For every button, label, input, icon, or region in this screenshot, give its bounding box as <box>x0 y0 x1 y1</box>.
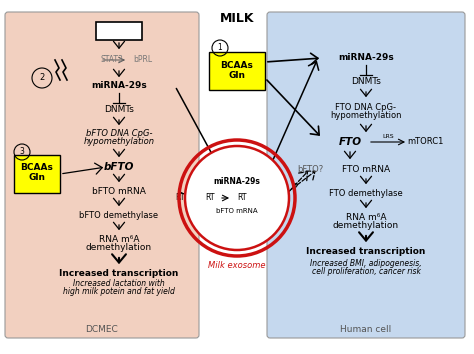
Text: Increased transcription: Increased transcription <box>306 247 426 257</box>
Text: RT: RT <box>237 194 247 202</box>
Text: RT: RT <box>267 194 277 202</box>
Text: DCMEC: DCMEC <box>86 325 118 335</box>
Text: FTO: FTO <box>338 137 362 147</box>
Text: demethylation: demethylation <box>86 244 152 252</box>
Text: miRNA-29s: miRNA-29s <box>338 53 394 63</box>
Text: ?: ? <box>292 183 298 193</box>
Text: FTO mRNA: FTO mRNA <box>342 165 390 173</box>
Text: DNMTs: DNMTs <box>351 78 381 86</box>
FancyBboxPatch shape <box>5 12 199 338</box>
Text: mTORC1: mTORC1 <box>407 137 443 147</box>
Text: 2: 2 <box>39 74 45 82</box>
Text: bPRL: bPRL <box>134 56 153 64</box>
Text: FTO demethylase: FTO demethylase <box>329 188 403 198</box>
Text: Human cell: Human cell <box>340 325 392 335</box>
Text: BCAAs: BCAAs <box>20 164 54 172</box>
Text: DNMTs: DNMTs <box>104 105 134 114</box>
Text: Gln: Gln <box>228 70 246 80</box>
Text: Milk exosome: Milk exosome <box>208 261 266 269</box>
Text: demethylation: demethylation <box>333 222 399 230</box>
Text: cell proliferation, cancer risk: cell proliferation, cancer risk <box>311 268 420 276</box>
Text: bFTO mRNA: bFTO mRNA <box>92 187 146 195</box>
Text: bFTO: bFTO <box>104 162 134 172</box>
FancyBboxPatch shape <box>14 155 60 193</box>
Text: RNA m⁶A: RNA m⁶A <box>346 212 386 222</box>
Text: bFTO demethylase: bFTO demethylase <box>80 211 159 219</box>
Text: BCAAs: BCAAs <box>220 61 254 69</box>
Text: miRNA-29s: miRNA-29s <box>91 81 147 91</box>
Text: LRS: LRS <box>382 135 394 139</box>
Text: STAT3: STAT3 <box>100 56 123 64</box>
Text: Increased BMI, adipogenesis,: Increased BMI, adipogenesis, <box>310 258 422 268</box>
Text: Increased lactation with: Increased lactation with <box>73 280 165 289</box>
Text: hypomethylation: hypomethylation <box>83 137 155 147</box>
FancyBboxPatch shape <box>209 52 265 90</box>
Text: miRNA-29s: miRNA-29s <box>214 177 260 187</box>
Text: Gln: Gln <box>28 173 46 183</box>
Text: 1: 1 <box>218 44 222 52</box>
FancyBboxPatch shape <box>267 12 465 338</box>
Text: MILK: MILK <box>220 11 254 24</box>
Text: bFTO?: bFTO? <box>297 165 323 173</box>
Text: RT: RT <box>205 194 215 202</box>
Text: bFTO mRNA: bFTO mRNA <box>216 208 258 214</box>
Text: bFTO DNA CpG-: bFTO DNA CpG- <box>86 130 152 138</box>
FancyBboxPatch shape <box>96 22 142 40</box>
Text: bPRL: bPRL <box>105 26 133 36</box>
Ellipse shape <box>185 146 289 250</box>
Text: high milk potein and fat yield: high milk potein and fat yield <box>63 287 175 297</box>
Text: hypomethylation: hypomethylation <box>330 112 402 120</box>
Text: Increased transcription: Increased transcription <box>59 269 179 279</box>
Text: RNA m⁶A: RNA m⁶A <box>99 234 139 244</box>
Text: 3: 3 <box>19 148 25 156</box>
Text: FTO DNA CpG-: FTO DNA CpG- <box>336 103 396 112</box>
Text: RT: RT <box>175 194 185 202</box>
